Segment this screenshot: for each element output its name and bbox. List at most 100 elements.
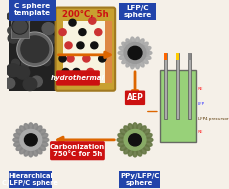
Ellipse shape	[118, 133, 128, 139]
Circle shape	[65, 42, 72, 49]
Ellipse shape	[133, 147, 137, 157]
Ellipse shape	[37, 144, 46, 150]
Circle shape	[63, 76, 70, 83]
Ellipse shape	[126, 39, 131, 46]
Wedge shape	[135, 53, 142, 60]
Ellipse shape	[14, 141, 23, 146]
Ellipse shape	[124, 126, 131, 134]
Circle shape	[59, 55, 66, 62]
Ellipse shape	[28, 147, 33, 157]
Ellipse shape	[13, 138, 23, 142]
FancyBboxPatch shape	[11, 13, 29, 38]
Wedge shape	[135, 45, 139, 53]
Circle shape	[21, 9, 34, 21]
Text: hydrothermal: hydrothermal	[51, 75, 105, 81]
Ellipse shape	[120, 144, 129, 150]
Ellipse shape	[136, 147, 142, 156]
Circle shape	[43, 58, 51, 66]
FancyBboxPatch shape	[119, 3, 156, 20]
Wedge shape	[135, 53, 138, 64]
Circle shape	[23, 77, 37, 91]
Ellipse shape	[122, 42, 128, 48]
Ellipse shape	[118, 51, 126, 55]
Wedge shape	[126, 53, 135, 62]
Circle shape	[79, 29, 86, 36]
Circle shape	[91, 42, 98, 49]
Wedge shape	[123, 45, 135, 53]
Wedge shape	[135, 53, 144, 59]
Circle shape	[12, 19, 28, 34]
Ellipse shape	[133, 123, 137, 132]
Wedge shape	[134, 53, 136, 65]
Ellipse shape	[35, 126, 42, 134]
Ellipse shape	[126, 60, 131, 67]
Wedge shape	[124, 48, 135, 53]
Wedge shape	[135, 49, 149, 53]
Text: C sphere
template: C sphere template	[14, 3, 51, 16]
Wedge shape	[135, 53, 147, 57]
Wedge shape	[127, 53, 135, 64]
FancyBboxPatch shape	[176, 53, 179, 60]
Circle shape	[15, 29, 25, 38]
FancyBboxPatch shape	[50, 141, 105, 160]
Ellipse shape	[141, 144, 150, 150]
Circle shape	[8, 33, 18, 43]
Ellipse shape	[32, 147, 38, 156]
Circle shape	[16, 66, 30, 79]
Circle shape	[59, 29, 66, 36]
Circle shape	[124, 43, 146, 63]
Circle shape	[17, 32, 53, 66]
Ellipse shape	[142, 141, 152, 146]
Ellipse shape	[144, 51, 152, 55]
Text: LFP4 precursor: LFP4 precursor	[198, 117, 228, 121]
Ellipse shape	[142, 133, 152, 139]
Ellipse shape	[38, 133, 48, 139]
Wedge shape	[135, 45, 146, 53]
Circle shape	[4, 78, 15, 88]
Wedge shape	[124, 43, 135, 53]
Circle shape	[7, 13, 14, 20]
Wedge shape	[131, 53, 135, 66]
Wedge shape	[132, 42, 135, 53]
Ellipse shape	[39, 138, 49, 142]
Circle shape	[62, 68, 69, 75]
Text: Hierarchical
C/LFP/C sphere: Hierarchical C/LFP/C sphere	[3, 173, 58, 186]
Wedge shape	[126, 53, 135, 59]
Ellipse shape	[20, 146, 27, 154]
Circle shape	[67, 55, 74, 62]
Circle shape	[77, 42, 84, 49]
Circle shape	[12, 59, 19, 67]
FancyBboxPatch shape	[56, 70, 100, 86]
Wedge shape	[126, 52, 135, 54]
Ellipse shape	[117, 138, 127, 142]
Ellipse shape	[142, 42, 148, 48]
FancyBboxPatch shape	[105, 21, 112, 83]
Ellipse shape	[120, 129, 129, 136]
Ellipse shape	[118, 141, 128, 146]
Ellipse shape	[139, 39, 144, 46]
Circle shape	[129, 134, 141, 146]
Ellipse shape	[24, 147, 30, 156]
FancyBboxPatch shape	[56, 8, 115, 91]
Wedge shape	[134, 43, 136, 53]
Circle shape	[95, 29, 102, 36]
FancyBboxPatch shape	[9, 171, 52, 188]
Ellipse shape	[20, 126, 27, 134]
Wedge shape	[135, 53, 146, 58]
Ellipse shape	[24, 124, 30, 133]
Circle shape	[124, 129, 146, 150]
Wedge shape	[135, 45, 144, 53]
Ellipse shape	[143, 46, 151, 51]
Ellipse shape	[122, 58, 128, 64]
Text: RE: RE	[198, 130, 203, 134]
Circle shape	[89, 17, 96, 24]
FancyBboxPatch shape	[63, 21, 108, 83]
Ellipse shape	[119, 55, 127, 59]
Ellipse shape	[135, 61, 139, 69]
Ellipse shape	[32, 124, 38, 133]
Circle shape	[21, 36, 49, 62]
Circle shape	[34, 48, 40, 54]
Ellipse shape	[119, 46, 127, 51]
Circle shape	[87, 68, 94, 75]
Circle shape	[83, 55, 90, 62]
